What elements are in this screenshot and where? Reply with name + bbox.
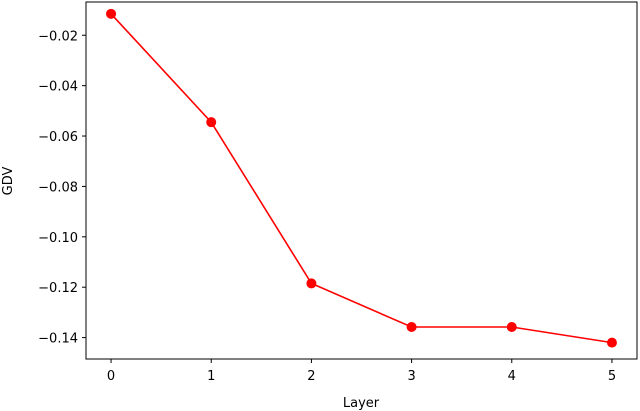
y-tick-label: −0.10 xyxy=(38,231,78,246)
data-point xyxy=(106,8,117,19)
y-tick-label: −0.08 xyxy=(38,180,78,195)
y-tick-label: −0.14 xyxy=(38,332,78,347)
series-layer xyxy=(106,8,617,348)
x-tick-label: 0 xyxy=(107,369,115,384)
x-tick-label: 5 xyxy=(608,369,616,384)
plot-area xyxy=(85,1,638,360)
y-axis-title: GDV xyxy=(1,167,16,196)
x-tick-label: 3 xyxy=(407,369,415,384)
x-tick-label: 2 xyxy=(307,369,315,384)
data-point xyxy=(306,278,317,289)
x-axis: 0 1 2 3 4 5 xyxy=(107,359,616,384)
data-point xyxy=(506,322,517,333)
y-tick-label: −0.04 xyxy=(38,80,78,95)
data-point xyxy=(606,337,617,348)
y-tick-label: −0.12 xyxy=(38,281,78,296)
y-tick-label: −0.06 xyxy=(38,130,78,145)
data-point xyxy=(406,322,417,333)
y-axis: −0.02 −0.04 −0.06 −0.08 −0.10 −0.12 −0.14 xyxy=(38,29,86,347)
x-axis-title: Layer xyxy=(343,396,380,411)
x-tick-label: 4 xyxy=(508,369,516,384)
data-point xyxy=(206,117,217,128)
x-tick-label: 1 xyxy=(207,369,215,384)
y-tick-label: −0.02 xyxy=(38,29,78,44)
series-line xyxy=(110,13,613,344)
